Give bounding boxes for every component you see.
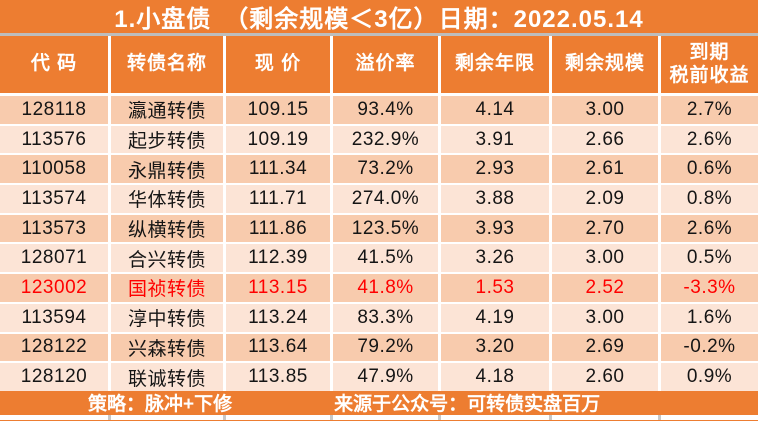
table-header: 代 码转债名称现 价溢价率 剩余年限 剩余规模 到期 税前收益 bbox=[0, 36, 758, 93]
cell-code: 110058 bbox=[0, 155, 108, 184]
cell-pretax-yield: 0.8% bbox=[661, 185, 758, 213]
strip-cell bbox=[111, 414, 223, 420]
cell-remaining-years: 4.18 bbox=[441, 363, 549, 391]
table-body: 128118 瀛通转债 109.15 93.4% 4.14 3.00 2.7% 113576 起… bbox=[0, 96, 758, 391]
cell-remaining-size: 2.60 bbox=[552, 363, 658, 391]
cell-premium-rate: 123.5% bbox=[333, 214, 438, 243]
cell-premium-rate: 41.5% bbox=[333, 244, 438, 273]
page-title: 1.小盘债 （剩余规模＜3亿）日期：2022.05.14 bbox=[114, 6, 644, 33]
cell-pretax-yield: 2.7% bbox=[661, 96, 758, 124]
cell-code: 128122 bbox=[0, 333, 108, 362]
cell-pretax-yield: 0.9% bbox=[661, 363, 758, 391]
cell-remaining-years: 2.93 bbox=[441, 155, 549, 184]
cell-remaining-size: 2.09 bbox=[552, 185, 658, 213]
strip-cell bbox=[661, 414, 758, 420]
cell-remaining-size: 2.70 bbox=[552, 214, 658, 243]
strip-cell bbox=[441, 414, 549, 420]
cell-price: 113.85 bbox=[226, 363, 330, 391]
cell-code: 113594 bbox=[0, 303, 108, 332]
header-cell-price: 现 价 bbox=[226, 36, 330, 93]
cell-price: 112.39 bbox=[226, 244, 330, 273]
cell-code: 113576 bbox=[0, 125, 108, 154]
source-label: 来源于公众号：可转债实盘百万 bbox=[334, 394, 601, 416]
title-separator bbox=[0, 33, 758, 36]
cell-pretax-yield: 0.6% bbox=[661, 155, 758, 184]
header-cell-remaining-size: 剩余规模 bbox=[552, 36, 658, 93]
strip-cell bbox=[226, 414, 330, 420]
header-cell-name: 转债名称 bbox=[111, 36, 223, 93]
cell-premium-rate: 232.9% bbox=[333, 125, 438, 154]
cell-pretax-yield: 2.6% bbox=[661, 125, 758, 154]
header-cell-premium-rate: 溢价率 bbox=[333, 36, 438, 93]
cell-name: 起步转债 bbox=[111, 125, 223, 154]
cell-price: 111.71 bbox=[226, 185, 330, 213]
header-cell-remaining-years: 剩余年限 bbox=[441, 36, 549, 93]
cell-remaining-size: 2.69 bbox=[552, 333, 658, 362]
cell-premium-rate: 79.2% bbox=[333, 333, 438, 362]
cell-price: 111.34 bbox=[226, 155, 330, 184]
cell-premium-rate: 93.4% bbox=[333, 96, 438, 124]
cell-name: 永鼎转债 bbox=[111, 155, 223, 184]
cell-pretax-yield: 0.5% bbox=[661, 244, 758, 273]
cell-remaining-years: 3.93 bbox=[441, 214, 549, 243]
footer-bar: 策略：脉冲+下修 来源于公众号：可转债实盘百万 bbox=[0, 391, 758, 415]
cell-remaining-years: 3.20 bbox=[441, 333, 549, 362]
cell-code: 128120 bbox=[0, 363, 108, 391]
header-cell-code: 代 码 bbox=[0, 36, 108, 93]
cell-price: 113.64 bbox=[226, 333, 330, 362]
cell-name: 纵横转债 bbox=[111, 214, 223, 243]
cell-name: 华体转债 bbox=[111, 185, 223, 213]
cell-name: 合兴转债 bbox=[111, 244, 223, 273]
cell-remaining-years: 4.19 bbox=[441, 303, 549, 332]
cell-price: 109.15 bbox=[226, 96, 330, 124]
cell-name: 兴森转债 bbox=[111, 333, 223, 362]
cell-premium-rate: 274.0% bbox=[333, 185, 438, 213]
cell-code: 128071 bbox=[0, 244, 108, 273]
bottom-grid-strip bbox=[0, 414, 758, 420]
cell-remaining-size: 3.00 bbox=[552, 244, 658, 273]
header-cell-pretax-yield: 到期 税前收益 bbox=[661, 36, 758, 93]
cell-price: 109.19 bbox=[226, 125, 330, 154]
cell-name: 瀛通转债 bbox=[111, 96, 223, 124]
cell-remaining-years: 3.88 bbox=[441, 185, 549, 213]
cell-price: 113.24 bbox=[226, 303, 330, 332]
cell-name: 国祯转债 bbox=[111, 274, 223, 302]
cell-code: 128118 bbox=[0, 96, 108, 124]
cell-code: 123002 bbox=[0, 274, 108, 302]
cell-remaining-years: 3.26 bbox=[441, 244, 549, 273]
cell-premium-rate: 47.9% bbox=[333, 363, 438, 391]
strategy-label: 策略：脉冲+下修 bbox=[88, 394, 233, 416]
cell-name: 淳中转债 bbox=[111, 303, 223, 332]
cell-remaining-size: 2.52 bbox=[552, 274, 658, 302]
cell-premium-rate: 73.2% bbox=[333, 155, 438, 184]
cell-code: 113574 bbox=[0, 185, 108, 213]
cell-code: 113573 bbox=[0, 214, 108, 243]
cell-remaining-size: 2.61 bbox=[552, 155, 658, 184]
header-separator bbox=[0, 93, 758, 96]
cell-remaining-years: 4.14 bbox=[441, 96, 549, 124]
cell-premium-rate: 83.3% bbox=[333, 303, 438, 332]
cell-remaining-size: 3.00 bbox=[552, 96, 658, 124]
cell-remaining-size: 3.00 bbox=[552, 303, 658, 332]
strip-cell bbox=[0, 414, 108, 420]
cell-pretax-yield: -3.3% bbox=[661, 274, 758, 302]
cell-remaining-size: 2.66 bbox=[552, 125, 658, 154]
cell-name: 联诚转债 bbox=[111, 363, 223, 391]
cell-pretax-yield: 2.6% bbox=[661, 214, 758, 243]
cell-remaining-years: 3.91 bbox=[441, 125, 549, 154]
strip-cell bbox=[333, 414, 438, 420]
cell-remaining-years: 1.53 bbox=[441, 274, 549, 302]
cell-pretax-yield: 1.6% bbox=[661, 303, 758, 332]
cell-premium-rate: 41.8% bbox=[333, 274, 438, 302]
strip-cell bbox=[552, 414, 658, 420]
cell-pretax-yield: -0.2% bbox=[661, 333, 758, 362]
cell-price: 111.86 bbox=[226, 214, 330, 243]
cell-price: 113.15 bbox=[226, 274, 330, 302]
